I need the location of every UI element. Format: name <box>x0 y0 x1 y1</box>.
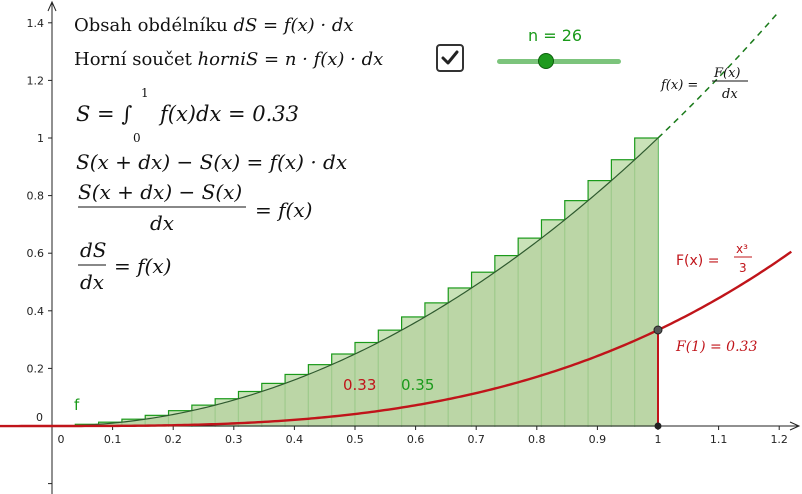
svg-text:= f(x): = f(x) <box>255 198 312 222</box>
x-tick-label: 1.2 <box>770 433 788 446</box>
svg-text:dx: dx <box>722 87 738 102</box>
x-tick-label: 0 <box>58 433 65 446</box>
integral-value-label: 0.33 <box>343 376 376 394</box>
f-curve <box>51 137 659 427</box>
x-tick-label: 0.7 <box>467 433 485 446</box>
upper-sum-value-label: 0.35 <box>401 376 434 394</box>
svg-text:f(x) =: f(x) = <box>660 78 698 93</box>
svg-text:dx: dx <box>150 211 174 235</box>
tick-labels: 0 0.1 0.2 0.3 0.4 0.5 0.6 0.7 0.8 0.9 1 1.1 1.2 0.2 0.… <box>27 17 788 446</box>
svg-text:3: 3 <box>739 261 747 275</box>
x-tick-label: 0.6 <box>407 433 425 446</box>
formula-integral: S = ∫ 1 0 f(x)dx = 0.33 <box>76 86 299 145</box>
y-tick-label: 0.8 <box>27 190 45 203</box>
x-axis-arrow <box>789 421 801 431</box>
y-tick-label: 0.4 <box>27 305 45 318</box>
y-tick-label: 1 <box>37 132 44 145</box>
y-tick-label: 0 <box>36 411 43 424</box>
y-tick-label: 0.2 <box>27 362 45 375</box>
y-axis-arrow <box>47 0 57 12</box>
x-tick-label: 0.4 <box>286 433 304 446</box>
svg-text:S(x + dx) − S(x): S(x + dx) − S(x) <box>78 180 242 204</box>
svg-text:0: 0 <box>133 131 141 145</box>
curves <box>0 10 793 430</box>
x-tick-label: 0.5 <box>346 433 364 446</box>
slider-n-track[interactable] <box>497 59 621 64</box>
y-tick-label: 1.2 <box>27 74 45 87</box>
svg-text:dx: dx <box>80 270 104 294</box>
formula-derivative: dS dx = f(x) <box>78 238 171 294</box>
f-definition-label: f(x) = F(x) dx <box>660 66 748 102</box>
F1-point <box>653 325 663 335</box>
x1-point <box>654 422 662 430</box>
x-tick-label: 0.9 <box>589 433 607 446</box>
x-tick-label: 0.8 <box>528 433 546 446</box>
formula-rectangle-area: Obsah obdélníku dS = f(x) · dx <box>74 15 354 36</box>
x-tick-label: 0.1 <box>104 433 122 446</box>
x-tick-label: 1 <box>655 433 662 446</box>
x-tick-label: 0.3 <box>225 433 243 446</box>
upper-sum-bars <box>51 137 659 427</box>
formula-difference: S(x + dx) − S(x) = f(x) · dx <box>76 150 347 174</box>
svg-text:F(x) =: F(x) = <box>676 253 719 269</box>
x-tick-label: 0.2 <box>164 433 182 446</box>
area-under-f <box>52 138 658 426</box>
svg-text:f(x)dx = 0.33: f(x)dx = 0.33 <box>158 102 299 126</box>
svg-text:= f(x): = f(x) <box>114 254 171 278</box>
y-tick-label: 1.4 <box>27 17 45 30</box>
formula-upper-sum: Horní součet horniS = n · f(x) · dx <box>74 49 383 70</box>
f-curve-extension <box>657 10 780 139</box>
svg-text:S = ∫: S = ∫ <box>76 102 132 126</box>
y-tick-label: 0.6 <box>27 247 45 260</box>
slider-n-knob[interactable] <box>538 53 554 69</box>
checkmark-icon <box>441 50 459 65</box>
show-upper-sum-checkbox[interactable] <box>436 44 464 72</box>
x-tick-label: 1.1 <box>710 433 728 446</box>
F-at-1-label: F(1) = 0.33 <box>675 339 757 355</box>
formula-difference-quotient: S(x + dx) − S(x) dx = f(x) <box>78 180 312 235</box>
function-f-label: f <box>74 396 80 414</box>
slider-n-label: n = 26 <box>528 26 583 45</box>
svg-text:dS: dS <box>80 238 107 262</box>
F-definition-label: F(x) = x³ 3 <box>676 242 752 275</box>
svg-text:x³: x³ <box>736 242 748 256</box>
svg-text:F(x): F(x) <box>713 66 741 81</box>
svg-text:1: 1 <box>141 86 149 100</box>
